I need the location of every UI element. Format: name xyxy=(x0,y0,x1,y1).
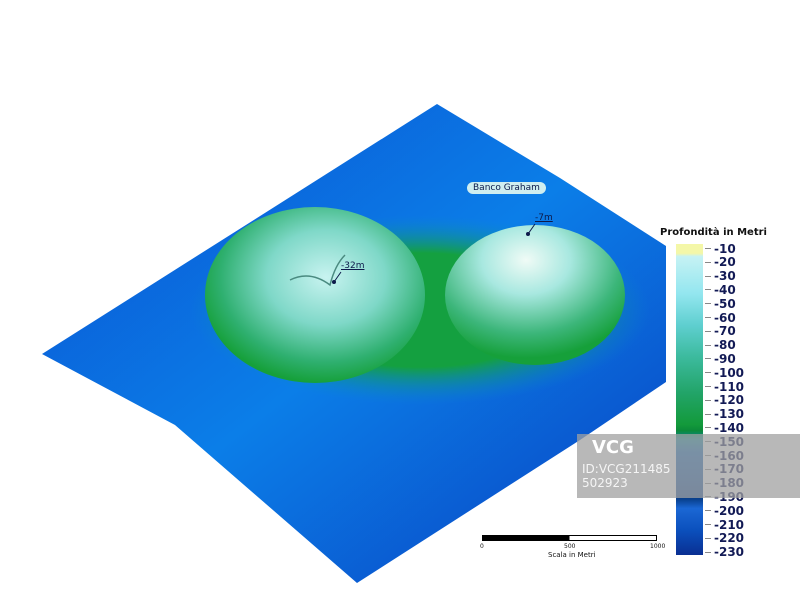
colorbar-tick: -40 xyxy=(705,282,736,297)
seamount-left xyxy=(205,207,425,383)
tick-label: -220 xyxy=(714,531,745,546)
colorbar-tick: -90 xyxy=(705,351,736,366)
tick-label: -40 xyxy=(714,282,736,297)
colorbar-tick: -210 xyxy=(705,517,745,532)
place-label: Banco Graham xyxy=(467,182,546,194)
watermark-logo: VCG xyxy=(592,437,634,458)
colorbar-tick: -30 xyxy=(705,269,736,284)
peak-marker-32m xyxy=(332,280,336,284)
peak-label-32m: -32m xyxy=(341,261,365,271)
scale-label-500: 500 xyxy=(564,543,576,550)
colorbar-tick: -80 xyxy=(705,338,736,353)
watermark: VCG ID:VCG211485502923 xyxy=(577,434,800,498)
tick-mark xyxy=(705,372,711,374)
scale-label-1000: 1000 xyxy=(650,543,666,550)
tick-mark xyxy=(705,330,711,332)
tick-label: -140 xyxy=(714,420,745,435)
tick-label: -10 xyxy=(714,241,736,256)
tick-label: -50 xyxy=(714,296,736,311)
colorbar-tick: -120 xyxy=(705,393,745,408)
peak-label-7m: -7m xyxy=(535,213,553,223)
tick-label: -70 xyxy=(714,324,736,339)
colorbar-tick: -10 xyxy=(705,241,736,256)
tick-mark xyxy=(705,261,711,263)
colorbar-tick: -20 xyxy=(705,255,736,270)
colorbar-tick: -50 xyxy=(705,296,736,311)
tick-label: -20 xyxy=(714,255,736,270)
crater-ridge xyxy=(289,254,346,287)
tick-mark xyxy=(705,275,711,277)
tick-label: -230 xyxy=(714,545,745,560)
peak-marker-7m xyxy=(526,232,530,236)
colorbar-tick: -70 xyxy=(705,324,736,339)
seamount-right xyxy=(445,225,625,365)
colorbar-tick: -130 xyxy=(705,407,745,422)
tick-mark xyxy=(705,289,711,291)
tick-label: -210 xyxy=(714,517,745,532)
colorbar-tick: -200 xyxy=(705,503,745,518)
tick-label: -100 xyxy=(714,365,745,380)
tick-mark xyxy=(705,344,711,346)
tick-label: -90 xyxy=(714,351,736,366)
tick-mark xyxy=(705,413,711,415)
tick-label: -130 xyxy=(714,407,745,422)
scale-bar xyxy=(482,535,657,541)
colorbar-tick: -110 xyxy=(705,379,745,394)
colorbar-tick: -140 xyxy=(705,420,745,435)
scale-title: Scala in Metri xyxy=(548,551,596,559)
tick-mark xyxy=(705,537,711,539)
colorbar-tick: -220 xyxy=(705,531,745,546)
tick-mark xyxy=(705,399,711,401)
tick-mark xyxy=(705,510,711,512)
tick-label: -60 xyxy=(714,310,736,325)
tick-mark xyxy=(705,524,711,525)
depth-colorbar xyxy=(676,244,703,555)
tick-label: -110 xyxy=(714,379,745,394)
peak-leader-32m xyxy=(333,271,342,283)
tick-mark xyxy=(705,386,711,387)
colorbar-tick: -230 xyxy=(705,545,745,560)
tick-mark xyxy=(705,248,711,249)
tick-label: -200 xyxy=(714,503,745,518)
tick-label: -30 xyxy=(714,269,736,284)
legend-title: Profondità in Metri xyxy=(660,227,767,238)
colorbar-tick: -60 xyxy=(705,310,736,325)
peak-leader-7m xyxy=(527,223,536,235)
tick-mark xyxy=(705,317,711,318)
tick-label: -80 xyxy=(714,338,736,353)
tick-mark xyxy=(705,358,711,360)
watermark-id: ID:VCG211485502923 xyxy=(582,462,671,490)
tick-mark xyxy=(705,303,711,305)
tick-mark xyxy=(705,427,711,429)
colorbar-tick: -100 xyxy=(705,365,745,380)
scale-label-0: 0 xyxy=(480,543,484,550)
tick-mark xyxy=(705,551,711,553)
tick-label: -120 xyxy=(714,393,745,408)
